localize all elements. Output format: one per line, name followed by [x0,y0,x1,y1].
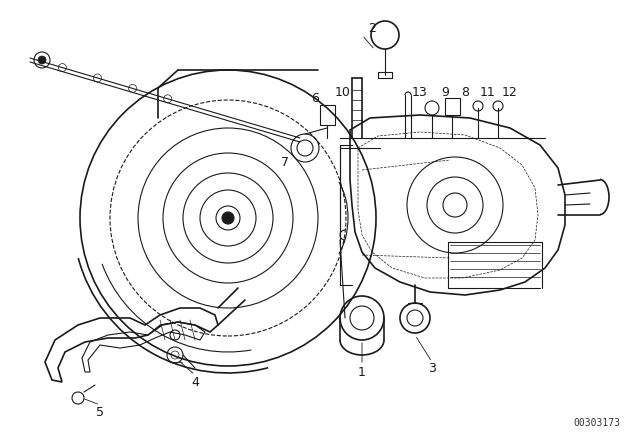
Text: 10: 10 [335,86,351,99]
Text: 00303173: 00303173 [573,418,620,428]
Text: 13: 13 [412,86,428,99]
Text: 12: 12 [502,86,518,99]
Text: 11: 11 [480,86,496,99]
Text: 2: 2 [368,22,376,34]
Text: 1: 1 [358,366,366,379]
Text: 4: 4 [191,375,199,388]
Circle shape [38,56,46,64]
Text: 5: 5 [96,405,104,418]
Text: 6: 6 [311,91,319,104]
Text: 7: 7 [281,155,289,168]
Circle shape [222,212,234,224]
Text: 8: 8 [461,86,469,99]
Text: 9: 9 [441,86,449,99]
Text: 3: 3 [428,362,436,375]
